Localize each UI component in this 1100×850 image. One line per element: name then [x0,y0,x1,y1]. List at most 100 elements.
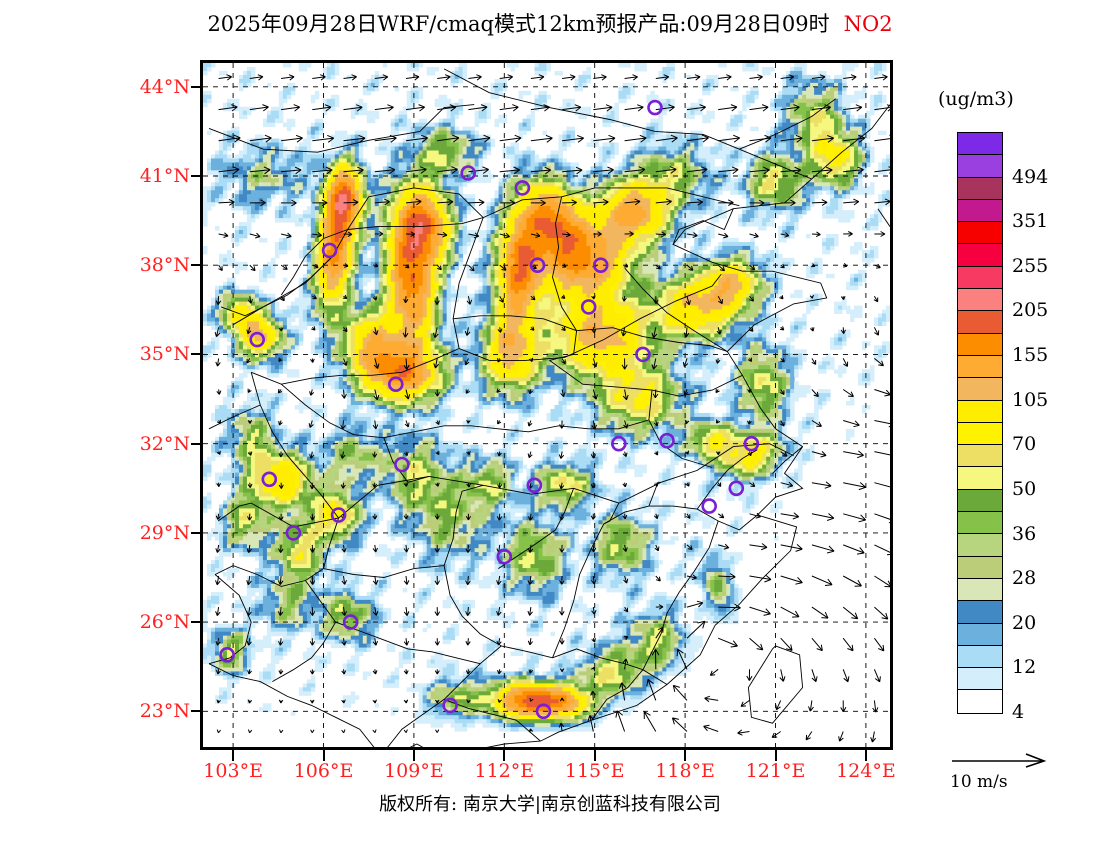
wind-arrow [747,389,752,393]
wind-arrow [309,575,316,585]
wind-arrow [621,296,627,302]
wind-arrow [465,669,471,675]
wind-arrow [873,295,879,303]
wind-arrow [874,544,890,556]
wind-arrow [749,264,756,271]
wind-arrow [811,481,832,489]
wind-arrow [593,74,607,81]
wind-arrow [686,232,698,238]
wind-arrow [811,263,816,268]
wind-arrow [403,575,410,585]
wind-arrow [780,451,788,457]
wind-arrow [811,420,822,427]
wind-arrow [623,606,629,613]
wind-arrow [497,482,503,489]
wind-arrow [843,166,864,175]
wind-arrow [433,358,439,369]
wind-arrow [843,513,867,523]
wind-arrow [622,513,628,520]
wind-arrow [528,669,534,674]
wind-arrow [249,264,256,272]
wind-arrow [374,263,379,268]
wind-arrow [873,669,881,683]
y-axis-label: 38°N [139,254,190,277]
wind-arrow [278,699,284,704]
wind-arrow [341,699,346,704]
monitoring-station-marker [219,646,235,663]
wind-arrow [277,388,283,394]
wind-arrow [466,699,471,704]
wind-arrow [842,358,849,367]
monitoring-station-marker [330,507,347,523]
wind-arrow [843,231,853,237]
wind-arrow [655,166,677,174]
wind-arrow [312,232,323,238]
colorbar-band [958,244,1002,267]
wind-arrow [643,711,657,732]
wind-arrow [499,199,516,207]
colorbar-tick-label: 155 [1012,344,1049,367]
wind-arrow [559,420,565,429]
wind-arrow [686,166,708,174]
wind-arrow [468,264,475,272]
wind-arrow [780,357,785,363]
wind-arrow [434,669,440,675]
wind-arrow [372,451,378,458]
y-axis-tick [191,710,202,713]
wind-arrow [496,607,502,616]
wind-arrow [718,232,729,239]
wind-arrow [559,544,565,553]
x-axis-label: 118°E [655,760,715,782]
wind-arrow [623,575,629,584]
wind-arrow [623,263,629,268]
wind-arrow [468,232,480,239]
colorbar-band [958,623,1002,646]
wind-arrow [590,690,596,701]
x-axis-label: 121°E [745,760,806,782]
wind-arrow [373,358,380,369]
wind-arrow [749,512,762,519]
wind-arrow [247,699,253,704]
wind-arrow [278,327,284,332]
wind-arrow [247,419,253,424]
wind-arrow [437,74,451,81]
wind-arrow [310,729,315,734]
wind-arrow [278,513,284,521]
wind-arrow [718,543,730,550]
wind-arrow [215,607,221,617]
wind-arrow [374,74,389,81]
monitoring-station-marker [526,477,543,494]
wind-arrow [432,327,439,339]
y-axis-tick [191,264,202,267]
wind-arrow [215,358,221,367]
wind-arrow [436,264,442,271]
monitoring-station-marker [701,498,718,514]
monitoring-station-marker [592,257,609,273]
wind-arrow [591,638,596,643]
wind-arrow [843,198,860,206]
wind-arrow [809,327,815,332]
wind-arrow [872,700,879,713]
wind-arrow [811,606,829,619]
wind-arrow [737,729,750,736]
wind-arrow [247,388,252,394]
wind-arrow [749,543,768,551]
wind-arrow [716,419,721,424]
wind-arrow [530,104,550,112]
wind-arrow [246,544,252,554]
wind-arrow [718,199,734,207]
wind-arrow [247,513,253,521]
wind-arrow [715,358,721,364]
wind-arrow [465,607,471,616]
wind-vector-field [214,74,890,743]
y-axis-label: 23°N [139,700,190,723]
wind-arrow [749,574,772,583]
wind-arrow [218,264,223,272]
wind-arrow [281,74,295,81]
wind-arrow [468,199,485,206]
wind-arrow [621,358,628,370]
colorbar-tick-label: 20 [1012,611,1037,634]
wind-arrow [843,74,857,81]
wind-arrow [312,294,317,300]
wind-arrow [277,575,284,585]
